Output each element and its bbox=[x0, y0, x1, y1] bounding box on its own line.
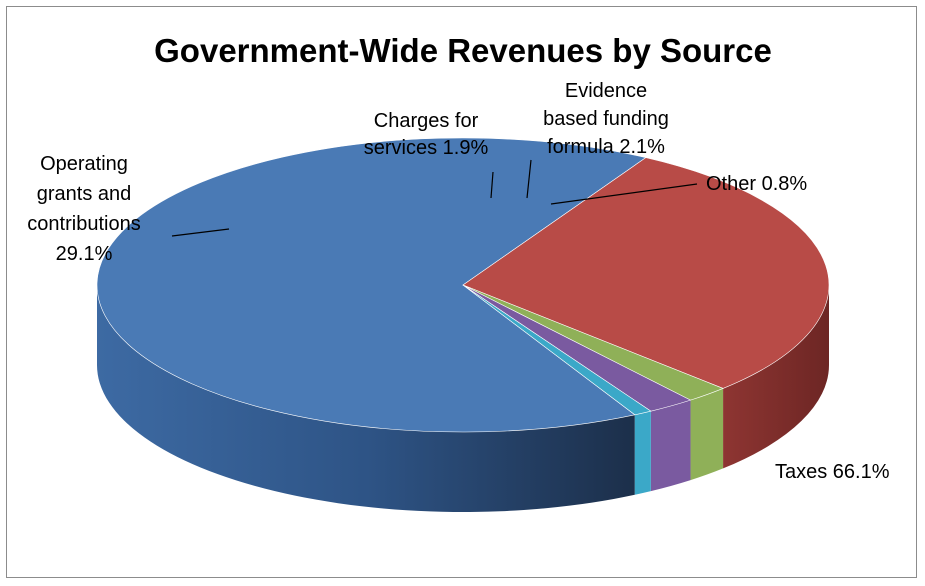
data-label-line: Other 0.8% bbox=[706, 173, 807, 195]
data-label-operating: Operating grants and contributions 29.1% bbox=[27, 153, 140, 265]
data-label-line: grants and bbox=[37, 183, 132, 205]
chart-title: Government-Wide Revenues by Source bbox=[154, 32, 772, 69]
leader-line-other-0-8 bbox=[550, 183, 698, 205]
slice-side-taxes bbox=[97, 285, 635, 512]
data-label-line: formula 2.1% bbox=[547, 136, 665, 158]
data-label-evidence: Evidence based funding formula 2.1% bbox=[543, 80, 669, 158]
data-label-line: Taxes 66.1% bbox=[775, 461, 890, 483]
data-label-charges-for: Charges for services 1.9% bbox=[364, 110, 489, 159]
data-label-taxes-66-1: Taxes 66.1% bbox=[775, 461, 890, 483]
leader-line-operating bbox=[171, 228, 230, 237]
label-layer: Taxes 66.1% Operating grants and contributi… bbox=[27, 80, 889, 483]
data-label-line: Charges for bbox=[374, 110, 479, 132]
slice-side-evidence bbox=[650, 400, 691, 492]
data-label-line: 29.1% bbox=[56, 243, 113, 265]
data-label-line: Evidence bbox=[565, 80, 647, 102]
slice-side-charges bbox=[690, 388, 724, 481]
slice-side-other bbox=[634, 411, 651, 495]
slice-other-0-8 bbox=[462, 284, 652, 416]
data-label-line: services 1.9% bbox=[364, 137, 489, 159]
data-label-other-0-8: Other 0.8% bbox=[706, 173, 807, 195]
leader-line-evidence bbox=[526, 159, 532, 199]
data-label-line: Operating bbox=[40, 153, 128, 175]
leader-line-charges-for bbox=[490, 171, 494, 199]
pie-layer bbox=[96, 137, 830, 512]
slice-side-operating bbox=[723, 285, 829, 469]
data-label-line: based funding bbox=[543, 108, 669, 130]
data-label-line: contributions bbox=[27, 213, 140, 235]
slice-operating bbox=[462, 157, 830, 389]
slice-taxes-66-1 bbox=[96, 137, 647, 433]
